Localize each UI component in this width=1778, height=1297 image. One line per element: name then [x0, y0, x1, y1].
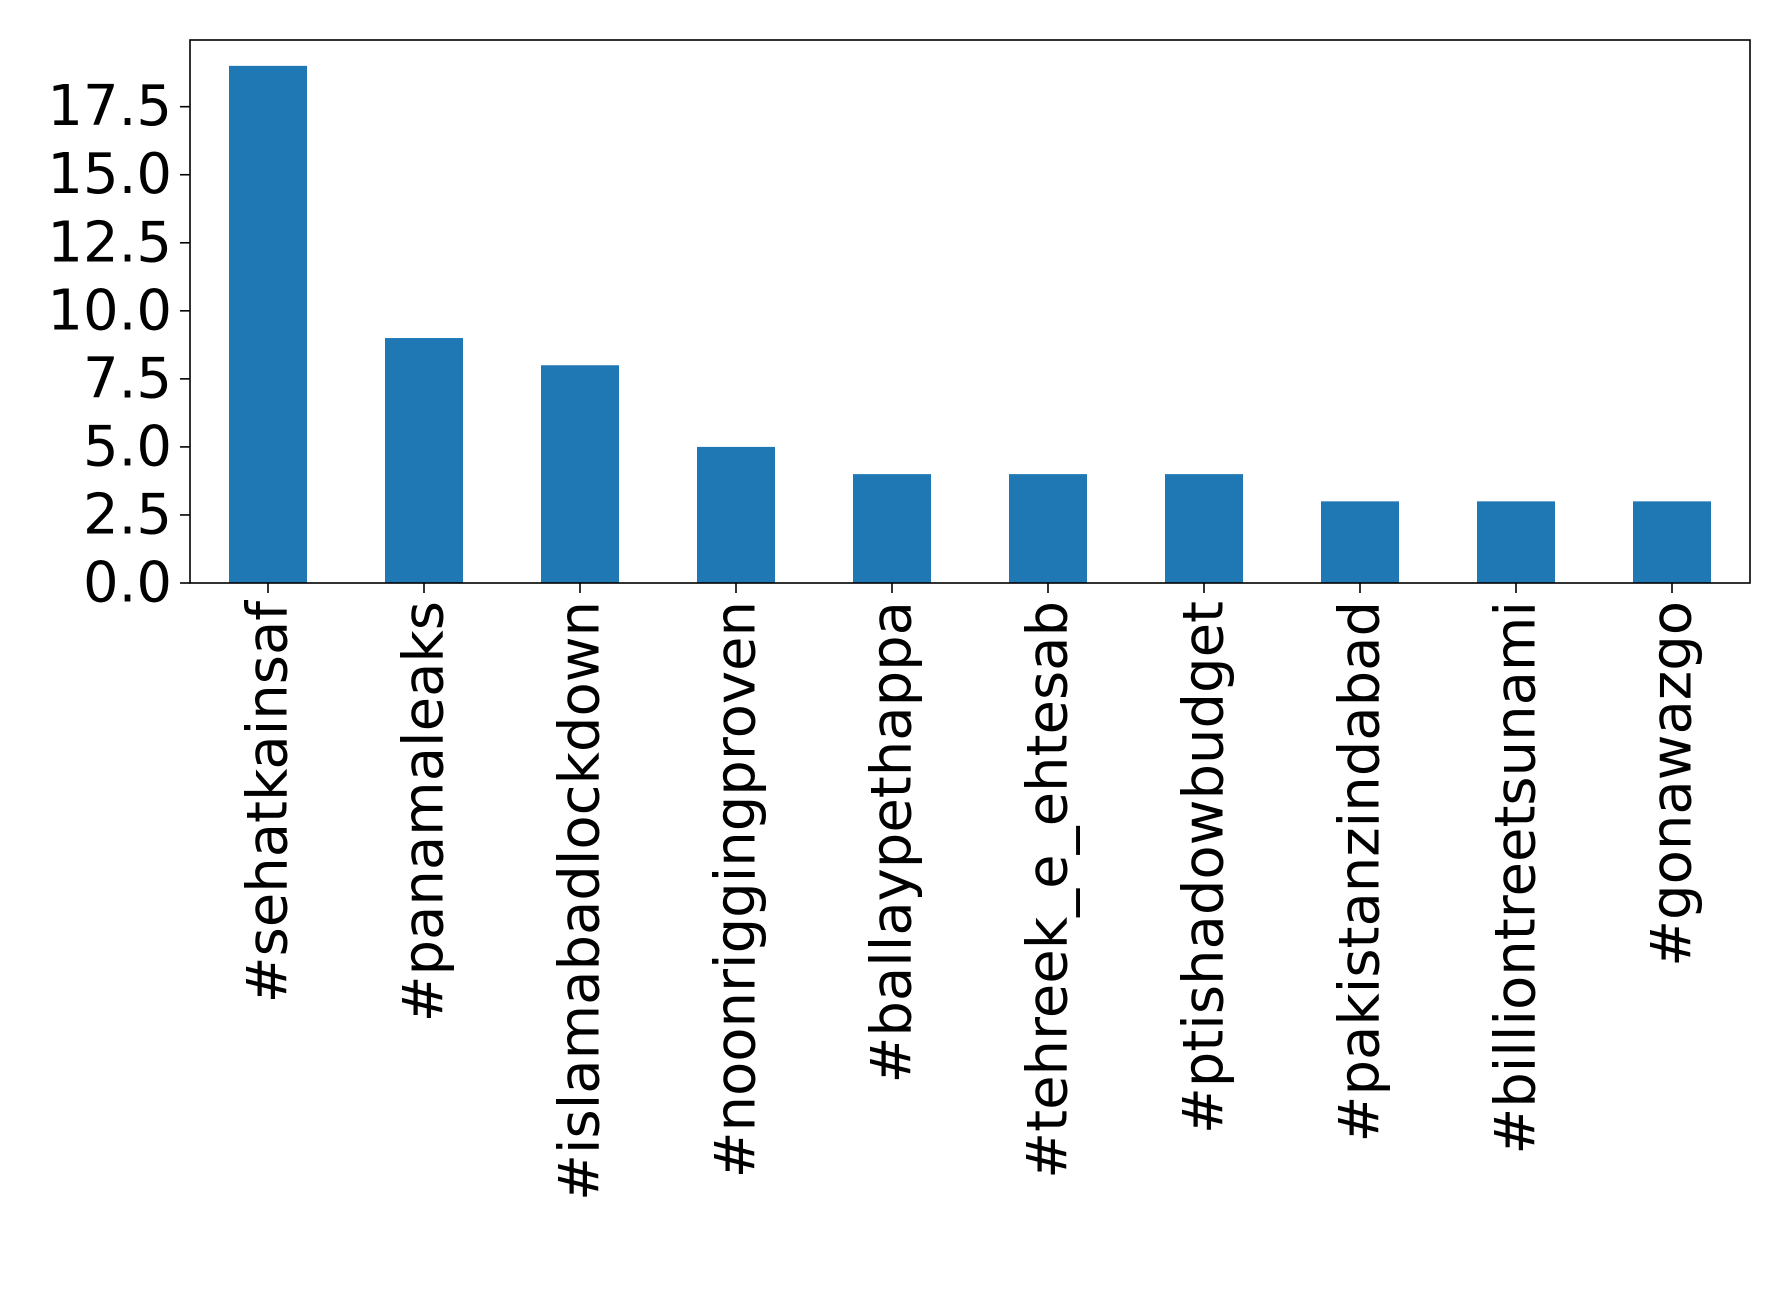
y-axis: 0.02.55.07.510.012.515.017.5 [47, 74, 190, 616]
x-tick-label: #panamaleaks [392, 601, 457, 1022]
bar-tehreek_e_ehtesab [1009, 474, 1087, 583]
plot-frame [189, 39, 1751, 584]
bar-ptishadowbudget [1165, 474, 1243, 583]
x-tick-label: #pakistanzindabad [1328, 601, 1393, 1142]
x-tick-label: #billiontreetsunami [1484, 601, 1549, 1155]
bar-islamabadlockdown [541, 365, 619, 583]
bar-noonriggingproven [697, 446, 775, 583]
y-tick-label: 15.0 [47, 142, 172, 207]
y-tick-label: 7.5 [83, 346, 172, 411]
y-tick-label: 0.0 [83, 551, 172, 616]
bar-gonawazgo [1633, 501, 1711, 583]
bar-billiontreetsunami [1477, 501, 1555, 583]
y-tick-label: 12.5 [47, 210, 172, 275]
x-tick-label: #ptishadowbudget [1172, 601, 1237, 1134]
y-tick-label: 10.0 [47, 278, 172, 343]
x-tick-label: #islamabadlockdown [548, 601, 613, 1201]
y-tick-label: 2.5 [83, 482, 172, 547]
x-tick-label: #ballaypethappa [860, 601, 925, 1084]
y-tick-label: 5.0 [83, 414, 172, 479]
x-tick-label: #tehreek_e_ehtesab [1016, 601, 1081, 1179]
y-tick-label: 17.5 [47, 74, 172, 139]
x-tick-label: #sehatkainsaf [236, 600, 301, 1004]
bar-ballaypethappa [853, 474, 931, 583]
bar-sehatkainsaf [229, 65, 307, 584]
x-tick-label: #gonawazgo [1640, 601, 1705, 967]
x-axis: #sehatkainsaf #panamaleaks #islamabadlockd… [236, 583, 1705, 1201]
bars-group [229, 65, 1711, 584]
x-tick-label: #noonriggingproven [704, 601, 769, 1178]
bar-panamaleaks [385, 338, 463, 583]
bar-pakistanzindabad [1321, 501, 1399, 583]
